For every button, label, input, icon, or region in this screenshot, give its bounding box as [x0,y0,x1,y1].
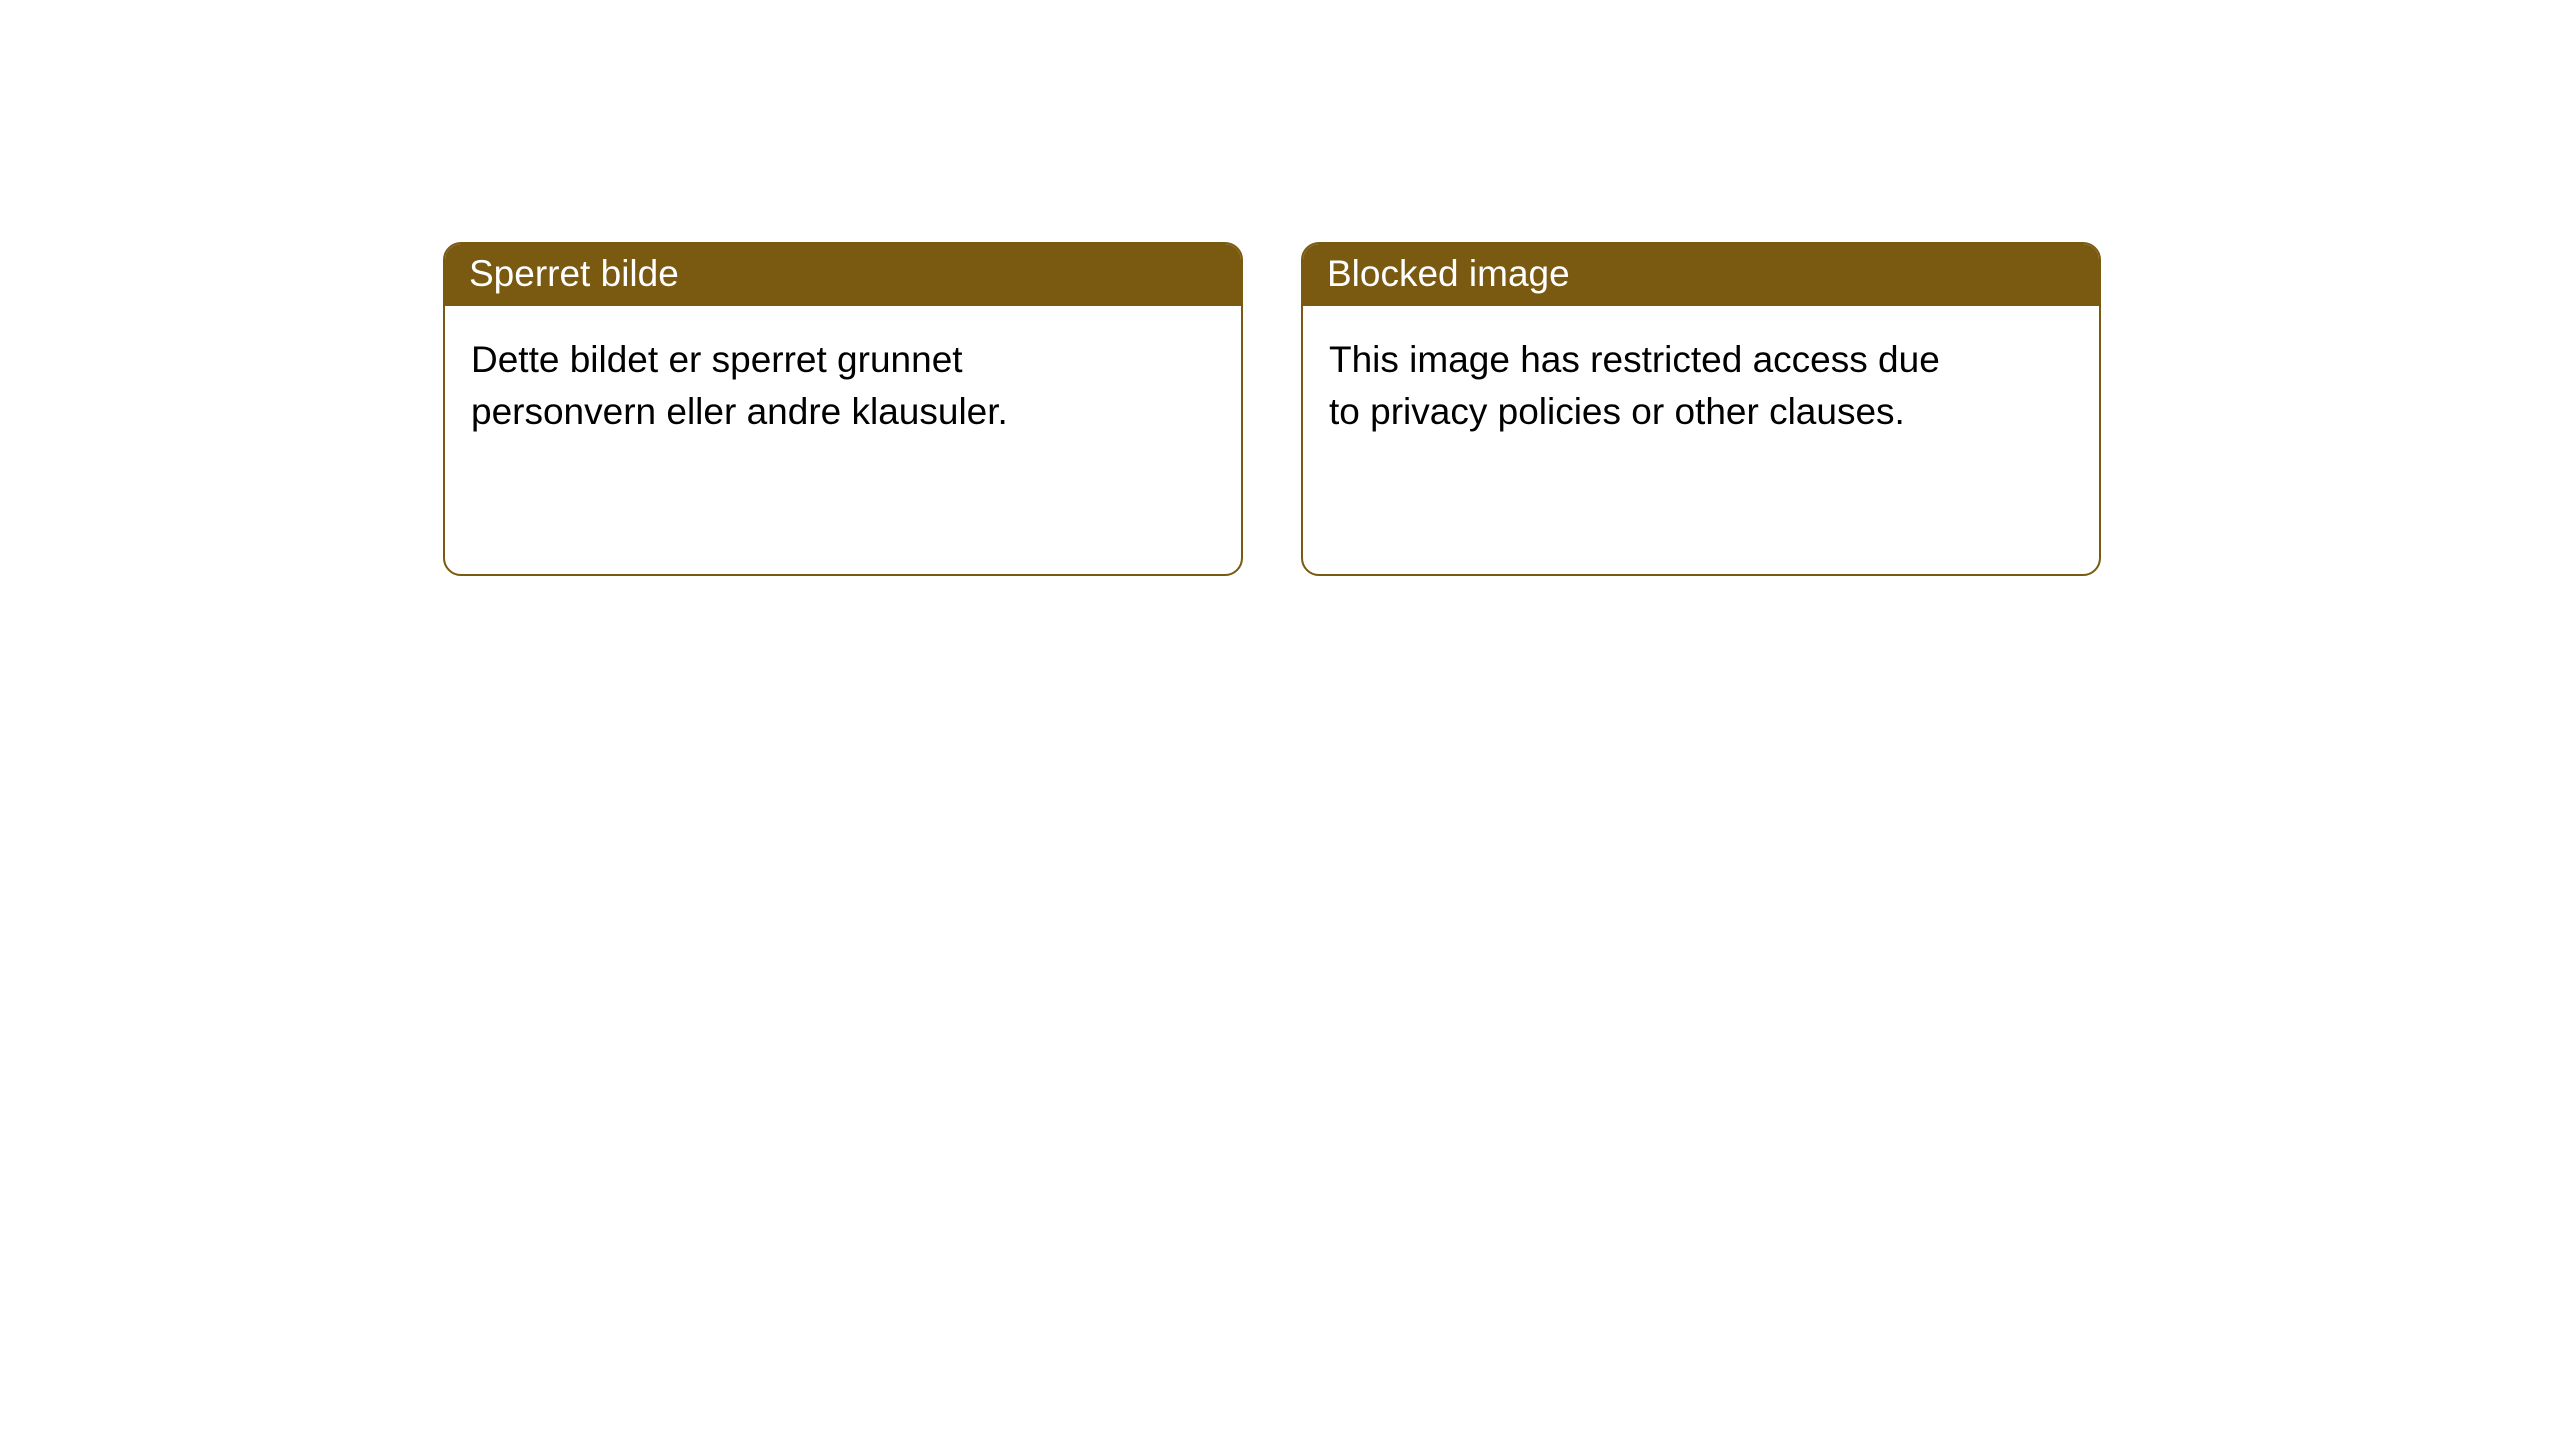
notice-body-norwegian: Dette bildet er sperret grunnet personve… [445,306,1125,466]
notice-title-english: Blocked image [1327,253,1570,294]
notice-box-english: Blocked image This image has restricted … [1301,242,2101,576]
notice-text-norwegian: Dette bildet er sperret grunnet personve… [471,339,1008,432]
notice-header-norwegian: Sperret bilde [445,244,1241,306]
notice-title-norwegian: Sperret bilde [469,253,679,294]
notice-container: Sperret bilde Dette bildet er sperret gr… [0,0,2560,576]
notice-box-norwegian: Sperret bilde Dette bildet er sperret gr… [443,242,1243,576]
notice-header-english: Blocked image [1303,244,2099,306]
notice-body-english: This image has restricted access due to … [1303,306,1983,466]
notice-text-english: This image has restricted access due to … [1329,339,1940,432]
